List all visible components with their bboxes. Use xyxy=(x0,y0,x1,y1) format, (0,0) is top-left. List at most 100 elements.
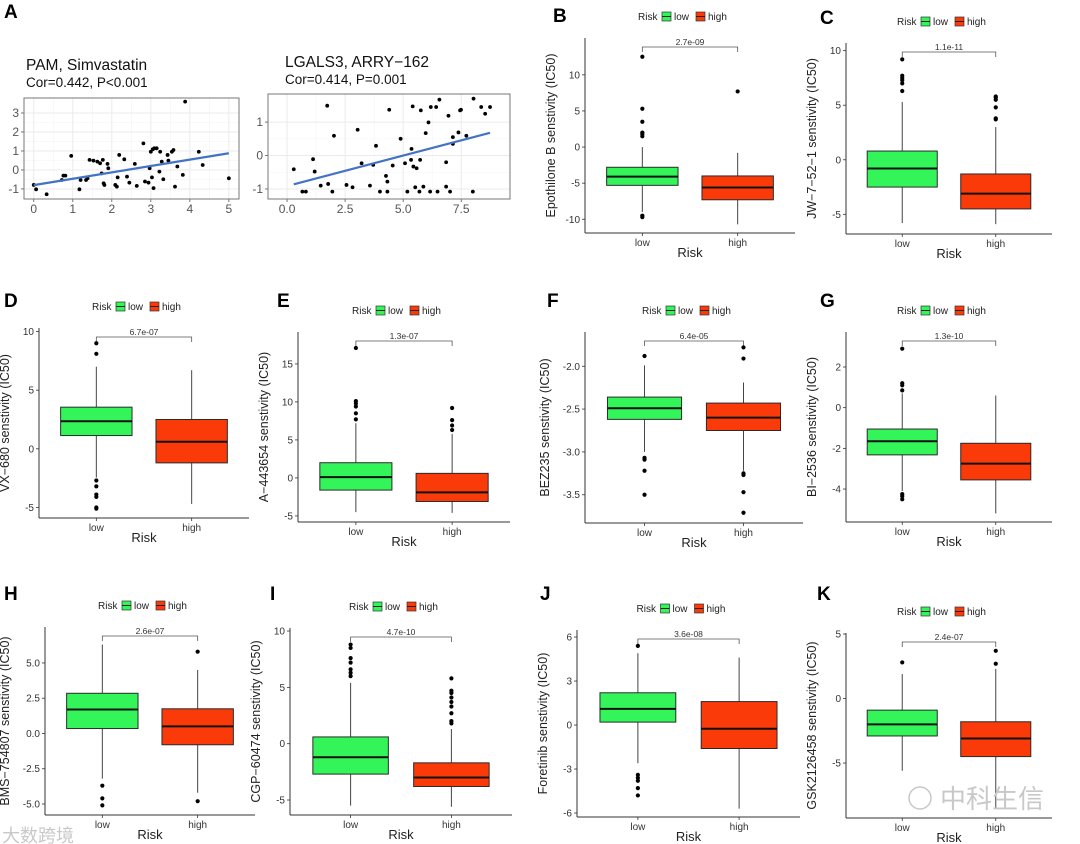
data-point xyxy=(180,172,185,177)
boxplot-panel-j: Risk low high -6 -3 0 3 6 Foretinib senstivity (… xyxy=(536,603,800,844)
p-value-label: 1.3e-10 xyxy=(935,331,964,341)
y-tick-label: 10 xyxy=(569,70,581,81)
y-axis-label: Epothilone B senstivity (IC50) xyxy=(544,54,558,218)
data-point xyxy=(95,159,100,164)
outlier-point xyxy=(195,799,200,804)
box-iqr xyxy=(415,472,489,502)
outlier-point xyxy=(348,660,353,665)
outlier-point xyxy=(100,796,105,801)
box-iqr xyxy=(866,709,938,737)
box-high xyxy=(700,657,778,809)
x-tick-label-high: high xyxy=(986,239,1005,250)
x-tick-label-low: low xyxy=(95,820,111,831)
box-iqr xyxy=(312,736,389,775)
outlier-point xyxy=(741,510,746,515)
p-value-label: 2.4e-07 xyxy=(935,632,964,642)
y-tick-label: 10 xyxy=(23,327,35,338)
scatter-title: LGALS3, ARRY−162 xyxy=(285,54,429,71)
scatter-subtitle: Cor=0.442, P<0.001 xyxy=(26,75,148,90)
y-tick-label: -2.5 xyxy=(23,764,41,775)
outlier-point xyxy=(900,73,905,78)
box-low xyxy=(599,643,677,798)
data-point xyxy=(456,130,461,135)
outlier-point xyxy=(642,468,647,473)
box-high xyxy=(960,395,1032,514)
regression-line xyxy=(293,131,491,186)
p-value-label: 1.1e-11 xyxy=(935,42,963,52)
outlier-point xyxy=(94,341,99,346)
outlier-point xyxy=(348,642,353,647)
y-axis-label: Foretinib senstivity (IC50) xyxy=(536,653,550,795)
y-tick-label: 0 xyxy=(566,721,572,732)
data-point xyxy=(143,179,147,184)
data-point xyxy=(161,177,166,182)
panel-label-E: E xyxy=(277,291,290,312)
data-point xyxy=(359,161,364,166)
panel-label-I: I xyxy=(270,584,275,605)
y-tick-label: -4 xyxy=(832,485,841,496)
y-tick-label: 0 xyxy=(835,155,841,166)
data-point xyxy=(226,176,231,181)
panel-label-G: G xyxy=(820,291,835,312)
data-point xyxy=(414,166,419,171)
x-tick-label-high: high xyxy=(986,823,1005,834)
y-tick-label: 5 xyxy=(287,435,293,446)
data-point xyxy=(151,186,156,191)
box-high xyxy=(960,94,1032,225)
box-low xyxy=(312,642,389,806)
outlier-point xyxy=(993,661,998,666)
data-point xyxy=(488,105,492,109)
significance-bracket xyxy=(350,636,452,642)
x-tick-label: 7.5 xyxy=(453,202,470,216)
y-tick-label: -1 xyxy=(252,182,263,196)
legend-label-low: low xyxy=(385,602,401,613)
data-point xyxy=(157,169,162,174)
outlier-point xyxy=(640,215,645,220)
data-point xyxy=(114,184,119,189)
data-point xyxy=(418,157,423,162)
y-axis-label: CGP−60474 senstivity (IC50) xyxy=(249,640,263,802)
legend: Risk low high xyxy=(897,305,986,317)
legend-label-low: low xyxy=(678,306,694,317)
x-tick-label-low: low xyxy=(895,239,911,250)
data-point xyxy=(448,189,452,194)
significance-bracket xyxy=(901,641,997,647)
box-iqr xyxy=(66,692,139,730)
outlier-point xyxy=(900,57,905,62)
data-point xyxy=(100,157,105,162)
data-point xyxy=(69,154,74,158)
y-tick-label: 3 xyxy=(566,677,572,688)
data-point xyxy=(183,99,188,104)
outlier-point xyxy=(635,778,640,783)
box-low xyxy=(866,660,938,771)
outlier-point xyxy=(642,353,647,359)
data-point xyxy=(105,161,110,166)
scatter-subtitle: Cor=0.414, P=0.001 xyxy=(285,72,407,87)
data-point xyxy=(385,179,390,184)
data-point xyxy=(385,189,390,194)
p-value-label: 3.6e-08 xyxy=(674,629,703,639)
outlier-point xyxy=(900,660,905,665)
data-point xyxy=(355,127,360,132)
data-point xyxy=(77,187,82,192)
data-point xyxy=(410,104,415,109)
legend-label-high: high xyxy=(967,306,986,317)
legend-title: Risk xyxy=(642,306,662,317)
panel-label-J: J xyxy=(540,584,551,605)
outlier-point xyxy=(353,411,358,416)
data-point xyxy=(428,189,433,194)
outlier-point xyxy=(741,490,746,495)
data-point xyxy=(78,178,83,182)
data-point xyxy=(158,149,163,154)
data-point xyxy=(435,189,440,194)
panel-label-B: B xyxy=(553,6,567,27)
outlier-point xyxy=(640,130,645,135)
outlier-point xyxy=(741,472,746,478)
significance-bracket xyxy=(101,635,199,641)
wechat-logo-icon xyxy=(908,786,932,810)
data-point xyxy=(411,164,416,169)
data-point xyxy=(134,184,139,188)
data-point xyxy=(378,189,382,194)
legend-label-high: high xyxy=(712,306,731,317)
